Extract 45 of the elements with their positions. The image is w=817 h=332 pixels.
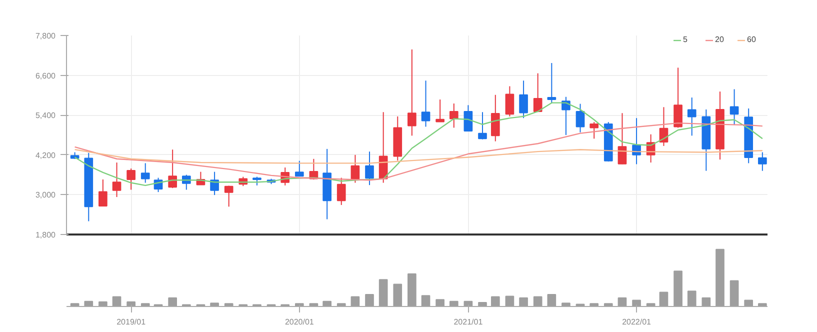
y-tick-label: 3,000 (35, 190, 56, 200)
candlestick (224, 185, 234, 208)
candlestick (758, 152, 767, 172)
candlestick (98, 178, 108, 206)
candlestick (632, 118, 641, 165)
x-tick-label: 2022/01 (622, 318, 652, 326)
candlestick (436, 99, 444, 122)
y-tick-label: 5,400 (35, 111, 56, 120)
candlestick (350, 154, 360, 184)
candlestick (576, 103, 585, 133)
candlestick (449, 102, 458, 128)
candlestick (618, 112, 627, 165)
candlestick (730, 88, 739, 126)
candlestick (547, 62, 556, 104)
candlestick (408, 48, 416, 136)
candlestick (687, 97, 696, 136)
candlestick (210, 171, 219, 196)
legend-label: 60 (747, 35, 757, 44)
candlestick (533, 72, 542, 113)
y-tick-label: 1,800 (35, 230, 56, 240)
candlestick (505, 86, 514, 117)
candlestick (336, 177, 346, 206)
candlestick (126, 168, 136, 190)
candlestick (674, 67, 682, 128)
candlestick (294, 160, 304, 177)
candlestick (112, 162, 122, 198)
candlestick (490, 94, 500, 142)
x-tick-label: 2021/01 (454, 318, 484, 326)
x-tick-label: 2020/01 (284, 318, 314, 326)
candlestick (478, 112, 487, 140)
candlestick (140, 162, 150, 184)
candlestick (464, 104, 473, 132)
candlestick (168, 149, 177, 189)
candlestick (378, 112, 388, 184)
y-tick-label: 4,200 (35, 150, 56, 160)
candlestick (365, 151, 374, 186)
candlestick (421, 80, 430, 128)
legend-label: 20 (715, 35, 725, 44)
y-tick-label: 7,800 (35, 32, 56, 40)
y-tick-label: 6,600 (35, 71, 56, 80)
legend-label: 5 (683, 35, 688, 44)
candlestick (519, 80, 528, 119)
candlestick (590, 122, 599, 140)
candlestick (562, 96, 570, 136)
x-tick-label: 2019/01 (116, 318, 146, 326)
